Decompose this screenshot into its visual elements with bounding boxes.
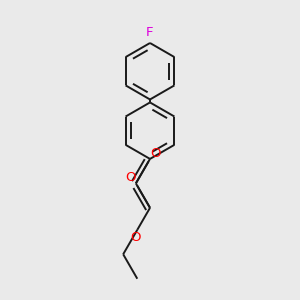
Text: O: O bbox=[150, 147, 160, 160]
Text: F: F bbox=[146, 26, 154, 39]
Text: O: O bbox=[130, 231, 141, 244]
Text: O: O bbox=[125, 171, 136, 184]
